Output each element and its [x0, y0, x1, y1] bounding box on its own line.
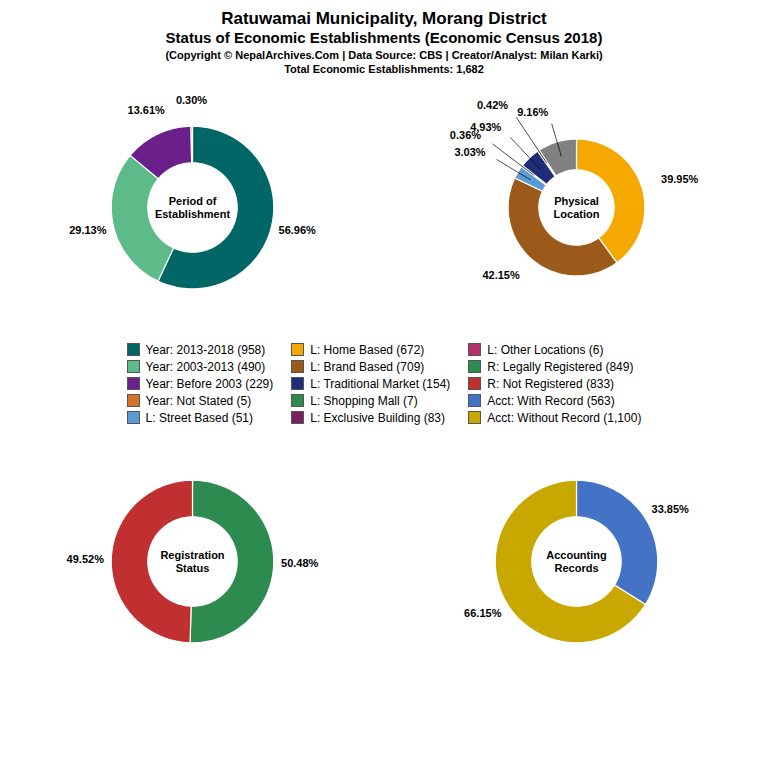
- svg-text:Period ofEstablishment: Period ofEstablishment: [155, 195, 231, 220]
- html-text:L: Other Locations (6): L: Other Locations (6): [487, 342, 604, 357]
- html-text:R: Legally Registered (849): R: Legally Registered (849): [487, 359, 634, 374]
- html-text:Year: 2003-2013 (490): Year: 2003-2013 (490): [145, 359, 266, 374]
- svg-text:13.61%: 13.61%: [128, 104, 166, 116]
- html-text:Acct: With Record (563): Acct: With Record (563): [487, 393, 615, 408]
- html-text:Status of Economic Establishme: Status of Economic Establishments (Econo…: [165, 29, 603, 47]
- html-text:R: Not Registered (833): R: Not Registered (833): [487, 376, 615, 391]
- svg-text:66.15%: 66.15%: [464, 607, 502, 619]
- svg-text:AccountingRecords: AccountingRecords: [546, 549, 607, 574]
- html-text:Year: 2013-2018 (958): Year: 2013-2018 (958): [145, 342, 266, 357]
- svg-text:42.15%: 42.15%: [482, 269, 520, 281]
- html-text:L: Brand Based (709): L: Brand Based (709): [310, 359, 425, 374]
- html-text:L: Home Based (672): L: Home Based (672): [310, 342, 425, 357]
- html-text:Total Economic Establishments:: Total Economic Establishments: 1,682: [284, 63, 484, 76]
- html-text:L: Traditional Market (154): L: Traditional Market (154): [310, 376, 451, 391]
- svg-text:56.96%: 56.96%: [279, 224, 317, 236]
- html-text:(Copyright © NepalArchives.Com: (Copyright © NepalArchives.Com | Data So…: [165, 49, 603, 61]
- svg-text:4.93%: 4.93%: [470, 121, 501, 133]
- html-text:Ratuwamai Municipality, Morang: Ratuwamai Municipality, Morang District: [221, 9, 547, 28]
- svg-text:50.48%: 50.48%: [281, 556, 319, 568]
- html-text:Year: Not Stated (5): Year: Not Stated (5): [145, 393, 252, 408]
- svg-text:PhysicalLocation: PhysicalLocation: [554, 195, 600, 220]
- html-text:L: Street Based (51): L: Street Based (51): [145, 410, 253, 425]
- svg-text:3.03%: 3.03%: [454, 146, 485, 158]
- svg-text:49.52%: 49.52%: [67, 553, 105, 565]
- html-text:L: Shopping Mall (7): L: Shopping Mall (7): [310, 393, 418, 408]
- svg-text:39.95%: 39.95%: [661, 173, 699, 185]
- svg-text:0.42%: 0.42%: [477, 98, 508, 110]
- svg-text:33.85%: 33.85%: [652, 503, 690, 515]
- svg-text:0.30%: 0.30%: [176, 93, 207, 105]
- html-text:Year: Before 2003 (229): Year: Before 2003 (229): [145, 376, 274, 391]
- html-text:L: Exclusive Building (83): L: Exclusive Building (83): [310, 410, 445, 425]
- svg-text:RegistrationStatus: RegistrationStatus: [160, 549, 224, 574]
- svg-text:29.13%: 29.13%: [69, 224, 107, 236]
- svg-text:9.16%: 9.16%: [517, 105, 548, 117]
- html-text:Acct: Without Record (1,100): Acct: Without Record (1,100): [487, 410, 642, 425]
- svg-text:0.36%: 0.36%: [449, 128, 481, 141]
